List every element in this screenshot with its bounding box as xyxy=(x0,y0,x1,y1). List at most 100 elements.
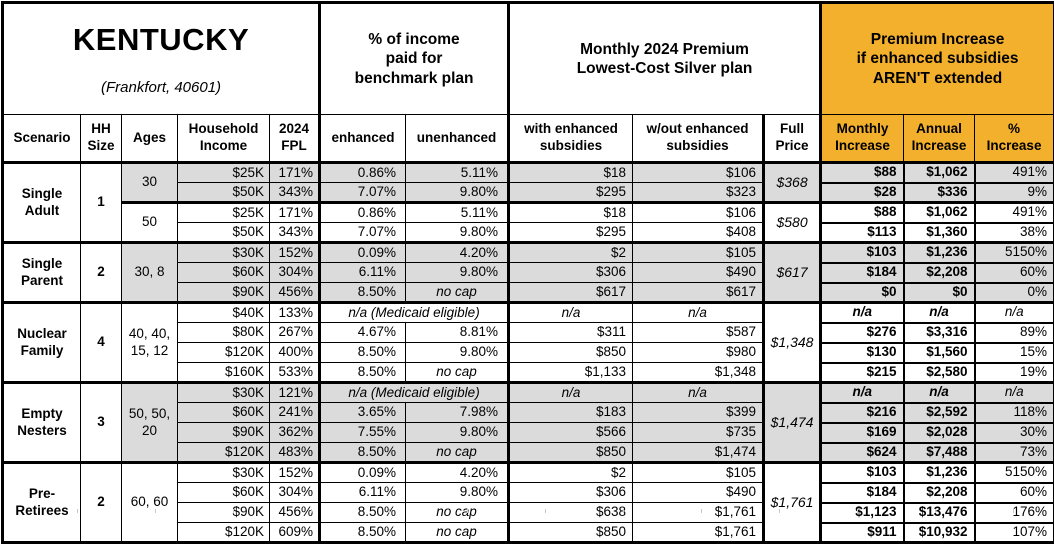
unenhanced-pct-cell: no cap xyxy=(406,363,509,383)
household-income-cell: $30K xyxy=(178,383,270,403)
scenario-cell: Pre- Retirees xyxy=(3,463,81,543)
ages-cell: 60, 60 xyxy=(122,463,178,543)
household-income-cell: $90K xyxy=(178,423,270,443)
medicaid-eligible-cell: n/a (Medicaid eligible) xyxy=(320,383,509,403)
hh-size-cell: 2 xyxy=(81,243,122,303)
wout-subsidies-cell: $408 xyxy=(633,223,764,243)
enhanced-pct-cell: 6.11% xyxy=(320,483,406,503)
with-subsidies-cell: n/a xyxy=(509,383,633,403)
household-income-cell: $30K xyxy=(178,243,270,263)
fpl-cell: 267% xyxy=(270,323,320,343)
pct-increase-cell: 60% xyxy=(975,263,1054,283)
full-price-cell: $1,348 xyxy=(764,303,821,383)
pct-increase-cell: 0% xyxy=(975,283,1054,303)
fpl-cell: 400% xyxy=(270,343,320,363)
pct-increase-cell: 5150% xyxy=(975,463,1054,483)
header-group-row: KENTUCKY (Frankfort, 40601) % of income … xyxy=(3,3,1054,115)
enhanced-pct-cell: 0.09% xyxy=(320,243,406,263)
hh-size-cell: 1 xyxy=(81,163,122,243)
enhanced-pct-cell: 6.11% xyxy=(320,263,406,283)
annual-increase-cell: $1,360 xyxy=(904,223,975,243)
ages-cell: 50 xyxy=(122,203,178,243)
monthly-increase-cell: $276 xyxy=(821,323,904,343)
col-annual-increase: Annual Increase xyxy=(904,115,975,163)
pct-increase-cell: 491% xyxy=(975,203,1054,223)
enhanced-pct-cell: 3.65% xyxy=(320,403,406,423)
with-subsidies-cell: $850 xyxy=(509,523,633,543)
fpl-cell: 609% xyxy=(270,523,320,543)
unenhanced-pct-cell: no cap xyxy=(406,523,509,543)
pct-increase-cell: 15% xyxy=(975,343,1054,363)
wout-subsidies-cell: $587 xyxy=(633,323,764,343)
wout-subsidies-cell: $490 xyxy=(633,483,764,503)
unenhanced-pct-cell: 5.11% xyxy=(406,203,509,223)
fpl-cell: 304% xyxy=(270,483,320,503)
unenhanced-pct-cell: 7.98% xyxy=(406,403,509,423)
fpl-cell: 304% xyxy=(270,263,320,283)
fpl-cell: 456% xyxy=(270,283,320,303)
pct-increase-cell: n/a xyxy=(975,383,1054,403)
enhanced-pct-cell: 7.07% xyxy=(320,223,406,243)
household-income-cell: $50K xyxy=(178,223,270,243)
unenhanced-pct-cell: 8.81% xyxy=(406,323,509,343)
wout-subsidies-cell: $106 xyxy=(633,163,764,183)
with-subsidies-cell: $306 xyxy=(509,483,633,503)
household-income-cell: $25K xyxy=(178,203,270,223)
with-subsidies-cell: n/a xyxy=(509,303,633,323)
with-subsidies-cell: $1,133 xyxy=(509,363,633,383)
monthly-increase-cell: n/a xyxy=(821,383,904,403)
col-enhanced: enhanced xyxy=(320,115,406,163)
annual-increase-cell: $7,488 xyxy=(904,443,975,463)
with-subsidies-cell: $183 xyxy=(509,403,633,423)
full-price-cell: $1,474 xyxy=(764,383,821,463)
scenario-cell: Empty Nesters xyxy=(3,383,81,463)
fpl-cell: 241% xyxy=(270,403,320,423)
household-income-cell: $50K xyxy=(178,183,270,203)
annual-increase-cell: $3,316 xyxy=(904,323,975,343)
wout-subsidies-cell: $105 xyxy=(633,463,764,483)
unenhanced-pct-cell: 5.11% xyxy=(406,163,509,183)
enhanced-pct-cell: 8.50% xyxy=(320,363,406,383)
household-income-cell: $60K xyxy=(178,403,270,423)
enhanced-pct-cell: 0.09% xyxy=(320,463,406,483)
pct-increase-cell: 491% xyxy=(975,163,1054,183)
wout-subsidies-cell: $1,348 xyxy=(633,363,764,383)
enhanced-pct-cell: 7.07% xyxy=(320,183,406,203)
fpl-cell: 343% xyxy=(270,223,320,243)
scenario-cell: Nuclear Family xyxy=(3,303,81,383)
annual-increase-cell: n/a xyxy=(904,383,975,403)
table-row: Pre- Retirees260, 60$30K152%0.09%4.20%$2… xyxy=(3,463,1054,483)
annual-increase-cell: $2,028 xyxy=(904,423,975,443)
unenhanced-pct-cell: 9.80% xyxy=(406,183,509,203)
with-subsidies-cell: $566 xyxy=(509,423,633,443)
wout-subsidies-cell: $735 xyxy=(633,423,764,443)
pct-increase-cell: 30% xyxy=(975,423,1054,443)
fpl-cell: 152% xyxy=(270,243,320,263)
ages-cell: 30, 8 xyxy=(122,243,178,303)
col-monthly-increase: Monthly Increase xyxy=(821,115,904,163)
wout-subsidies-cell: n/a xyxy=(633,303,764,323)
pct-increase-cell: 73% xyxy=(975,443,1054,463)
household-income-cell: $60K xyxy=(178,263,270,283)
monthly-increase-cell: $28 xyxy=(821,183,904,203)
annual-increase-cell: $1,236 xyxy=(904,243,975,263)
ages-cell: 50, 50, 20 xyxy=(122,383,178,463)
col-pct-increase: % Increase xyxy=(975,115,1054,163)
unenhanced-pct-cell: no cap xyxy=(406,283,509,303)
monthly-increase-cell: $130 xyxy=(821,343,904,363)
header-income-pct: % of income paid for benchmark plan xyxy=(320,3,509,115)
wout-subsidies-cell: $399 xyxy=(633,403,764,423)
monthly-increase-cell: $88 xyxy=(821,203,904,223)
enhanced-pct-cell: 8.50% xyxy=(320,443,406,463)
col-hh-size: HH Size xyxy=(81,115,122,163)
monthly-increase-cell: $184 xyxy=(821,263,904,283)
enhanced-pct-cell: 0.86% xyxy=(320,163,406,183)
unenhanced-pct-cell: 4.20% xyxy=(406,463,509,483)
full-price-cell: $617 xyxy=(764,243,821,303)
household-income-cell: $120K xyxy=(178,523,270,543)
